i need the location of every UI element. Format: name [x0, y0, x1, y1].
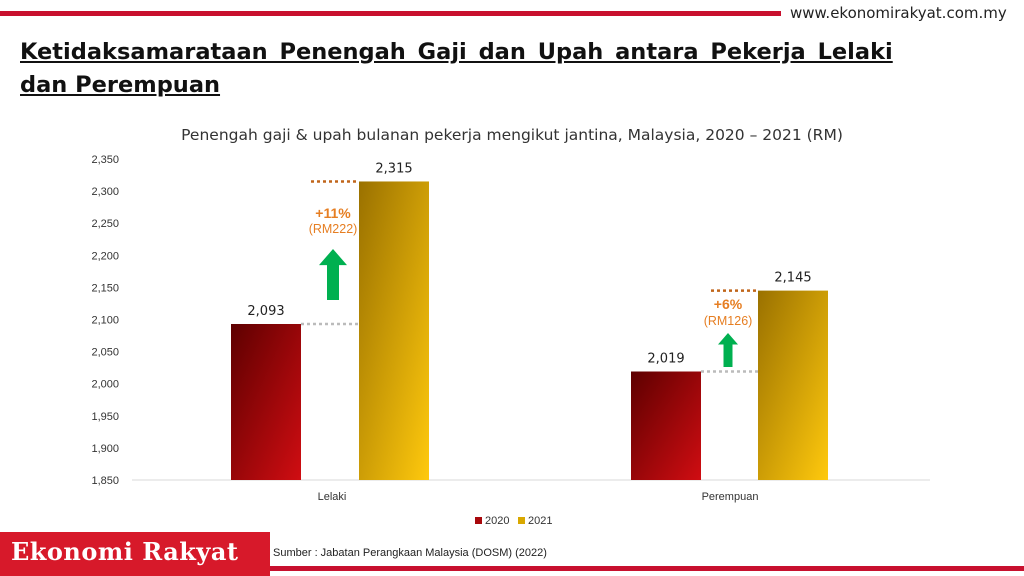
- annotations: +11%(RM222) +6% (RM126): [301, 180, 758, 373]
- y-tick-label: 2,250: [91, 218, 119, 230]
- y-tick-label: 1,950: [91, 411, 119, 423]
- y-tick-label: 2,200: [91, 250, 119, 262]
- brand-logo-text: Ekonomi Rakyat: [11, 537, 239, 566]
- up-arrow-icon: [718, 333, 738, 367]
- increase-amount: (RM222): [309, 222, 358, 236]
- legend-swatch-2020: [475, 517, 482, 524]
- page-title: Ketidaksamarataan Penengah Gaji dan Upah…: [20, 36, 900, 102]
- bar-2021-perempuan: [758, 290, 828, 480]
- y-tick-label: 2,300: [91, 186, 119, 198]
- top-red-rule: [0, 11, 781, 16]
- data-label: 2,145: [774, 271, 811, 286]
- source-note: Sumber : Jabatan Perangkaan Malaysia (DO…: [273, 547, 547, 559]
- increase-percent: +11%: [315, 205, 351, 221]
- title-line-1: Ketidaksamarataan Penengah Gaji dan Upah…: [20, 39, 893, 65]
- data-label: 2,093: [247, 304, 284, 319]
- bar-2020-perempuan: [631, 371, 701, 480]
- y-tick-label: 2,150: [91, 282, 119, 294]
- bar-2021-lelaki: [359, 181, 429, 480]
- bars: Lelaki 2,093 2,315 Perempuan 2,019 2,145: [231, 161, 828, 503]
- legend-swatch-2021: [518, 517, 525, 524]
- title-line-2: dan Perempuan: [20, 72, 221, 98]
- y-tick-label: 2,050: [91, 347, 119, 359]
- category-label: Perempuan: [702, 491, 759, 503]
- increase-amount: (RM126): [704, 314, 753, 328]
- y-tick-label: 2,000: [91, 379, 119, 391]
- bar-2020-lelaki: [231, 323, 301, 480]
- category-label: Lelaki: [318, 491, 347, 503]
- bottom-red-rule: [270, 566, 1024, 571]
- legend-label: 2020: [485, 515, 509, 527]
- y-tick-label: 2,100: [91, 315, 119, 327]
- y-tick-label: 1,850: [91, 475, 119, 487]
- increase-percent: +6%: [714, 296, 743, 312]
- brand-logo: Ekonomi Rakyat: [0, 532, 270, 576]
- y-axis: 1,850 1,900 1,950 2,000 2,050 2,100 2,150 2,200…: [91, 154, 119, 487]
- data-label: 2,019: [647, 352, 684, 367]
- up-arrow-icon: [319, 249, 347, 300]
- y-tick-label: 1,900: [91, 443, 119, 455]
- legend[interactable]: 2020 2021: [475, 515, 552, 527]
- data-label: 2,315: [375, 161, 412, 176]
- legend-label: 2021: [528, 515, 552, 527]
- website-url[interactable]: www.ekonomirakyat.com.my: [790, 4, 1007, 22]
- chart-title: Penengah gaji & upah bulanan pekerja men…: [181, 126, 843, 144]
- y-tick-label: 2,350: [91, 154, 119, 166]
